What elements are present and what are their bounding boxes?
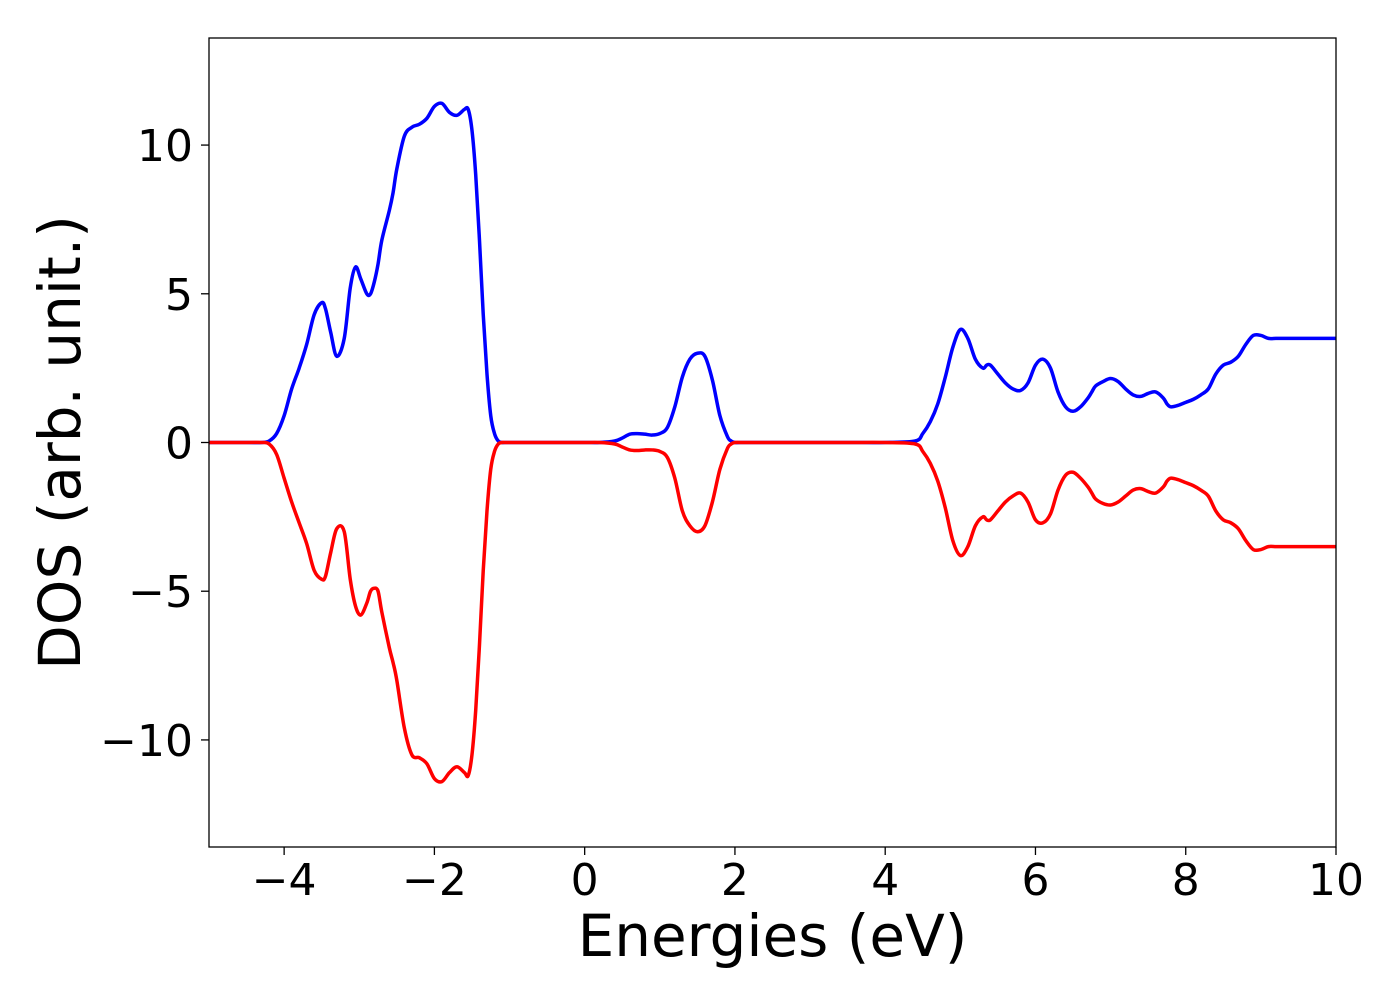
series-line-spin-up [209, 101, 1336, 445]
x-tick-label: −4 [252, 855, 317, 906]
y-axis-ticks: −10 −5 0 5 10 [100, 121, 209, 767]
y-tick-label: 5 [165, 270, 193, 321]
x-axis-ticks: −4 −2 0 2 4 6 8 10 [252, 847, 1364, 906]
x-tick-label: 10 [1308, 855, 1364, 906]
y-axis-label: DOS (arb. unit.) [26, 215, 94, 670]
x-tick-label: 4 [871, 855, 899, 906]
x-tick-label: 2 [721, 855, 749, 906]
y-tick-label: −10 [100, 716, 193, 767]
series-layer [209, 101, 1336, 784]
y-tick-label: 10 [137, 121, 193, 172]
series-line-spin-down [209, 440, 1336, 784]
x-tick-label: 6 [1021, 855, 1049, 906]
y-tick-label: 0 [165, 419, 193, 470]
x-tick-label: 8 [1172, 855, 1200, 906]
x-tick-label: −2 [402, 855, 467, 906]
x-axis-label: Energies (eV) [578, 902, 968, 970]
y-tick-label: −5 [128, 567, 193, 618]
x-tick-label: 0 [571, 855, 599, 906]
